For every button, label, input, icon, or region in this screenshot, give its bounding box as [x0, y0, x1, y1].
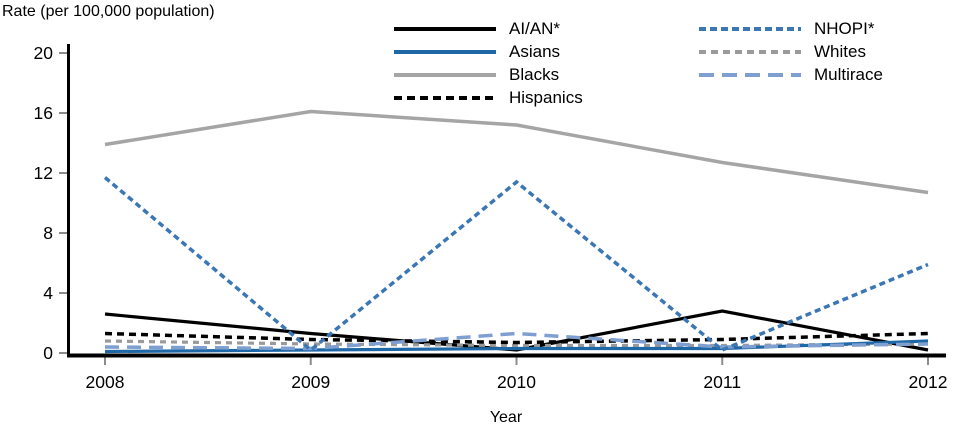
- y-axis-title: Rate (per 100,000 population): [2, 3, 215, 20]
- y-tick-label: 8: [43, 223, 53, 243]
- legend-label-nhopi: NHOPI*: [814, 18, 875, 38]
- series-line-multirace: [104, 331, 929, 351]
- legend-column-1: AI/AN* Asians Blacks Hispanics: [394, 17, 583, 109]
- series-line-blacks: [104, 109, 929, 195]
- legend-swatch-hispanics: [394, 95, 496, 100]
- legend-swatch-ai-an: [394, 26, 496, 31]
- legend-label-multirace: Multirace: [814, 64, 883, 84]
- legend-label-blacks: Blacks: [509, 64, 560, 84]
- x-tick-label: 2012: [909, 372, 948, 392]
- y-tick-label: 4: [43, 283, 53, 303]
- x-tick-label: 2008: [86, 372, 125, 392]
- legend-swatch-whites: [699, 49, 801, 54]
- legend-item-hispanics: Hispanics: [394, 86, 583, 109]
- legend-item-asians: Asians: [394, 40, 583, 63]
- legend-item-multirace: Multirace: [699, 63, 883, 86]
- legend-column-2: NHOPI* Whites Multirace: [699, 17, 883, 86]
- legend-item-ai-an: AI/AN*: [394, 17, 583, 40]
- legend-label-hispanics: Hispanics: [509, 87, 583, 107]
- legend-swatch-asians: [394, 49, 496, 54]
- legend-label-asians: Asians: [509, 41, 561, 61]
- x-tick-label: 2010: [497, 372, 536, 392]
- x-tick-label: 2009: [291, 372, 330, 392]
- legend-item-nhopi: NHOPI*: [699, 17, 883, 40]
- series-line-hispanics: [104, 331, 929, 345]
- y-tick-label: 0: [43, 343, 53, 363]
- legend-item-blacks: Blacks: [394, 63, 583, 86]
- y-tick-label: 16: [34, 103, 53, 123]
- legend-label-ai-an: AI/AN*: [509, 18, 561, 38]
- legend-label-whites: Whites: [814, 41, 866, 61]
- y-tick-label: 20: [34, 43, 54, 63]
- legend-item-whites: Whites: [699, 40, 883, 63]
- x-axis-label: Year: [489, 409, 523, 426]
- series-line-nhopi: [103, 176, 929, 353]
- legend-swatch-blacks: [394, 72, 496, 77]
- legend-swatch-nhopi: [699, 26, 801, 31]
- x-tick-label: 2011: [703, 372, 741, 392]
- y-tick-label: 12: [34, 163, 53, 183]
- legend-swatch-multirace: [699, 72, 801, 77]
